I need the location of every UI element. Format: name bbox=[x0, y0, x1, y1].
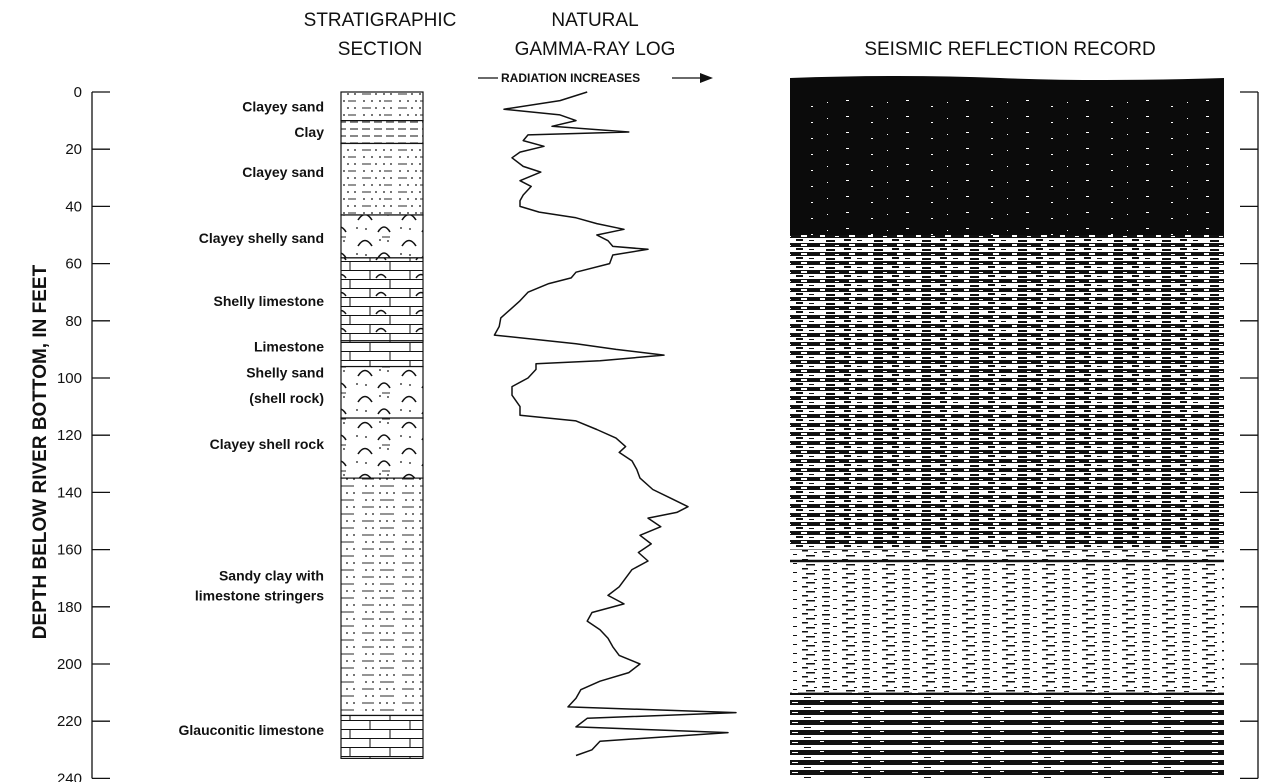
seismic-band-banded bbox=[790, 692, 1224, 779]
unit-label: Shelly limestone bbox=[214, 293, 325, 309]
strat-unit-clayey-sand bbox=[340, 91, 424, 122]
strat-unit-clay bbox=[340, 119, 424, 145]
unit-label: Clayey sand bbox=[242, 164, 324, 180]
strat-header-line2: SECTION bbox=[338, 39, 422, 60]
depth-tick-label: 20 bbox=[65, 141, 82, 158]
depth-axis-title: DEPTH BELOW RIVER BOTTOM, IN FEET bbox=[30, 264, 51, 639]
depth-tick-label: 240 bbox=[57, 770, 82, 782]
depth-tick-label: 220 bbox=[57, 713, 82, 730]
unit-label: (shell rock) bbox=[249, 390, 324, 406]
depth-tick-label: 80 bbox=[65, 313, 82, 330]
unit-label: Shelly sand bbox=[246, 364, 324, 380]
unit-label: Limestone bbox=[254, 339, 324, 355]
unit-label: limestone stringers bbox=[195, 587, 324, 603]
seismic-band-mixed bbox=[790, 235, 1224, 550]
strat-unit-shelly-sand bbox=[340, 365, 424, 419]
depth-tick-label: 100 bbox=[57, 370, 82, 387]
depth-tick-label: 0 bbox=[74, 84, 82, 101]
strat-unit-shelly-sand bbox=[340, 417, 424, 479]
depth-tick-label: 60 bbox=[65, 256, 82, 273]
strat-unit-shelly-sand bbox=[340, 214, 424, 259]
gamma-header-line2: GAMMA-RAY LOG bbox=[515, 39, 676, 60]
unit-labels: Clayey sand Clay Clayey sand Clayey shelly … bbox=[179, 98, 325, 737]
strat-unit-shelly-limestone bbox=[340, 257, 424, 342]
strat-unit-clayey-sand bbox=[340, 142, 424, 216]
depth-tick-label: 180 bbox=[57, 599, 82, 616]
seismic-band-dark bbox=[790, 92, 1224, 235]
depth-axis: 0 20 40 60 80 100 120 140 160 180 200 220 240 bbox=[57, 84, 110, 782]
gamma-ray-log-curve bbox=[493, 91, 737, 757]
right-depth-axis bbox=[1240, 91, 1259, 780]
strat-unit-limestone bbox=[340, 714, 424, 759]
seismic-header: SEISMIC REFLECTION RECORD bbox=[864, 39, 1155, 60]
unit-label: Clay bbox=[294, 124, 324, 140]
depth-tick-label: 120 bbox=[57, 427, 82, 444]
radiation-label: RADIATION INCREASES bbox=[501, 71, 640, 85]
unit-label: Clayey sand bbox=[242, 98, 324, 114]
unit-label: Glauconitic limestone bbox=[179, 722, 325, 738]
strat-unit-limestone bbox=[340, 340, 424, 368]
depth-tick-label: 140 bbox=[57, 484, 82, 501]
seismic-band-light bbox=[790, 549, 1224, 693]
unit-label: Clayey shelly sand bbox=[199, 230, 324, 246]
depth-tick-label: 200 bbox=[57, 656, 82, 673]
radiation-arrow-icon bbox=[700, 73, 713, 83]
gamma-header-line1: NATURAL bbox=[551, 10, 638, 31]
seismic-record bbox=[790, 76, 1224, 779]
strat-unit-sandy-clay bbox=[340, 477, 424, 717]
unit-label: Sandy clay with bbox=[219, 567, 324, 583]
stratigraphic-column bbox=[340, 91, 424, 759]
depth-tick-label: 40 bbox=[65, 198, 82, 215]
unit-label: Clayey shell rock bbox=[210, 436, 325, 452]
seismic-top-edge bbox=[790, 76, 1224, 92]
depth-tick-label: 160 bbox=[57, 542, 82, 559]
strat-header-line1: STRATIGRAPHIC bbox=[304, 10, 457, 31]
